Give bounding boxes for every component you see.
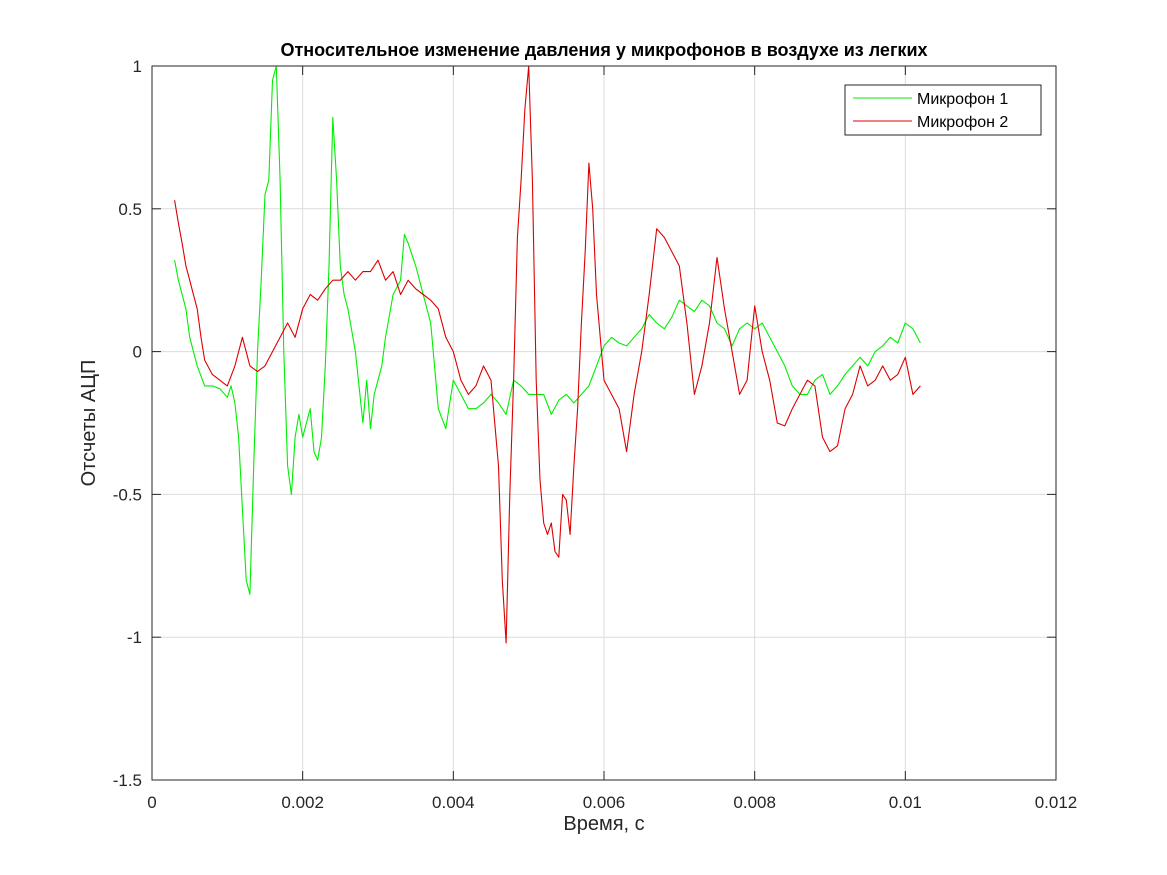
y-tick-labels: -1.5 -1 -0.5 0 0.5 1 — [113, 57, 142, 790]
series-lines — [174, 65, 921, 644]
y-tick-label: 1 — [133, 57, 142, 76]
y-tick-label: 0 — [133, 343, 142, 362]
legend-label-series-1: Микрофон 1 — [917, 91, 1008, 108]
legend: Микрофон 1 Микрофон 2 — [844, 84, 1042, 136]
y-tick-label: 0.5 — [118, 200, 142, 219]
x-tick-label: 0.004 — [432, 793, 475, 812]
legend-box — [844, 84, 1042, 136]
y-tick-label: -1 — [127, 628, 142, 647]
series-line-1 — [174, 65, 921, 595]
x-tick-labels: 0 0.002 0.004 0.006 0.008 0.01 0.012 — [147, 793, 1077, 812]
x-axis-label: Время, с — [563, 813, 644, 835]
series-2 — [174, 65, 921, 644]
x-tick-label: 0.006 — [583, 793, 626, 812]
x-tick-label: 0.012 — [1035, 793, 1078, 812]
x-tick-label: 0.008 — [733, 793, 776, 812]
x-tick-label: 0.01 — [889, 793, 922, 812]
y-tick-label: -0.5 — [113, 485, 142, 504]
y-axis-label: Отсчеты АЦП — [78, 360, 100, 487]
ticks — [151, 65, 1057, 781]
x-tick-label: 0.002 — [281, 793, 324, 812]
series-1 — [174, 65, 921, 595]
chart-title: Относительное изменение давления у микро… — [280, 40, 927, 60]
y-tick-label: -1.5 — [113, 771, 142, 790]
series-line-2 — [174, 65, 921, 644]
x-tick-label: 0 — [147, 793, 156, 812]
legend-label-series-2: Микрофон 2 — [917, 114, 1008, 131]
